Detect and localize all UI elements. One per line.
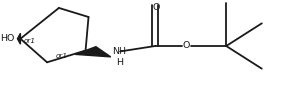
Text: NH: NH — [112, 47, 126, 56]
Text: or1: or1 — [24, 38, 36, 44]
Text: or1: or1 — [56, 53, 68, 59]
Text: H: H — [116, 58, 123, 67]
Text: HO: HO — [1, 34, 15, 43]
Polygon shape — [75, 47, 111, 57]
Polygon shape — [18, 33, 20, 44]
Text: O: O — [183, 41, 190, 50]
Text: O: O — [152, 3, 160, 12]
